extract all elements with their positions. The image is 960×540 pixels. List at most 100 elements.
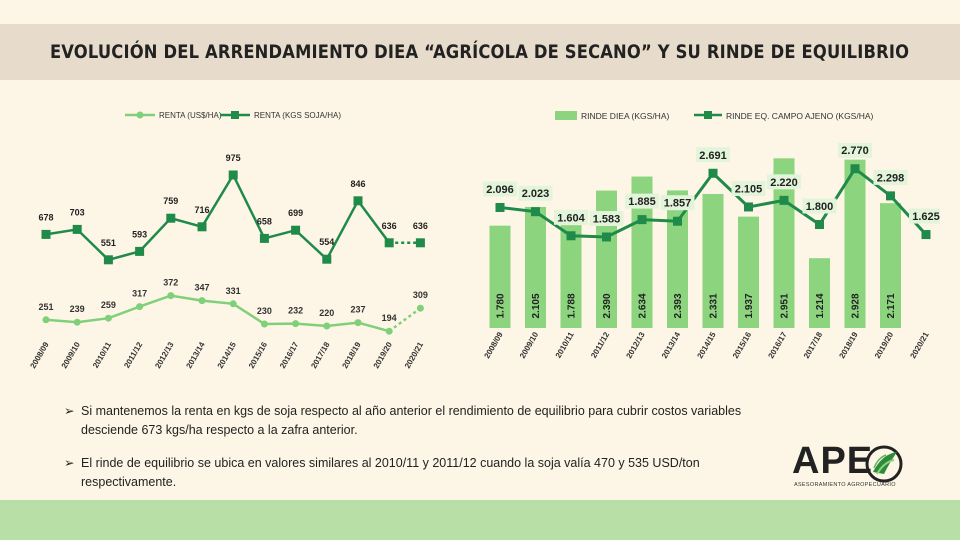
data-label: 251 xyxy=(38,302,53,312)
data-label: 2.096 xyxy=(486,184,514,196)
data-point xyxy=(353,196,363,206)
data-label: 636 xyxy=(382,221,397,231)
data-label: 1.885 xyxy=(628,196,656,208)
data-label-box xyxy=(838,142,872,158)
legend-label-rinde-eq: RINDE EQ. CAMPO AJENO (KGS/HA) xyxy=(726,111,874,121)
data-point xyxy=(415,238,425,248)
bar-value-label: 2.390 xyxy=(602,293,613,318)
rinde-combo-chart: RINDE DIEA (KGS/HA) RINDE EQ. CAMPO AJENO… xyxy=(482,111,940,360)
x-tick-label: 2019/20 xyxy=(372,340,395,370)
bar-value-label: 2.105 xyxy=(531,293,542,318)
arrow-bullet-icon: ➢ xyxy=(64,404,75,418)
bar xyxy=(489,225,511,328)
x-tick-label: 2018/19 xyxy=(340,340,363,370)
x-tick-label: 2020/21 xyxy=(908,330,931,360)
bar xyxy=(667,190,688,328)
logo-text: APE xyxy=(792,440,874,482)
bar xyxy=(809,258,830,328)
data-point xyxy=(708,168,718,178)
x-tick-label: 2012/13 xyxy=(153,340,176,370)
data-label: 658 xyxy=(257,216,272,226)
data-label: 699 xyxy=(288,208,303,218)
legend-label-renta-usd: RENTA (US$/HA) xyxy=(159,111,222,120)
page-title: EVOLUCIÓN DEL ARRENDAMIENTO DIEA “AGRÍCO… xyxy=(50,41,910,63)
data-point xyxy=(135,246,145,256)
data-label: 2.105 xyxy=(735,183,763,195)
bar xyxy=(738,216,759,328)
data-point xyxy=(72,224,82,234)
data-label: 846 xyxy=(350,179,365,189)
bar xyxy=(880,203,901,328)
bullet-list: ➢ Si mantenemos la renta en kgs de soja … xyxy=(64,402,764,506)
data-label: 554 xyxy=(319,237,334,247)
data-point xyxy=(416,304,424,312)
data-point xyxy=(495,202,505,212)
data-point xyxy=(385,327,393,335)
data-label-box xyxy=(873,169,908,185)
x-tick-label: 2010/11 xyxy=(91,340,113,370)
x-tick-label: 2014/15 xyxy=(695,330,718,360)
data-label: 230 xyxy=(257,306,272,316)
x-tick-label: 2016/17 xyxy=(278,340,301,370)
data-point xyxy=(744,202,753,212)
x-tick-label: 2011/12 xyxy=(589,330,611,360)
x-tick-label: 2015/16 xyxy=(247,340,270,370)
data-label-box xyxy=(731,180,766,196)
data-point xyxy=(637,215,647,225)
data-point xyxy=(260,320,268,328)
bar-value-label: 1.788 xyxy=(567,293,578,318)
legend-marker-rinde-eq xyxy=(704,111,712,119)
data-label: 593 xyxy=(132,229,147,239)
logo-subtitle: ASESORAMIENTO AGROPECUARIO xyxy=(794,482,896,488)
data-label-box xyxy=(767,174,801,190)
bar-value-label: 2.928 xyxy=(851,293,862,318)
legend-label-rinde-diea: RINDE DIEA (KGS/HA) xyxy=(581,111,669,121)
data-label-box xyxy=(589,210,624,226)
renta-line-chart: RENTA (US$/HA) RENTA (KGS SOJA/HA) 251 239 2… xyxy=(28,111,428,370)
data-point xyxy=(73,318,81,326)
bullet-text: El rinde de equilibrio se ubica en valor… xyxy=(81,456,700,489)
data-label-box xyxy=(483,181,517,197)
legend-marker-renta-usd xyxy=(136,111,144,119)
data-point xyxy=(602,232,611,242)
data-label: 309 xyxy=(413,290,428,300)
data-label: 759 xyxy=(163,196,178,206)
data-label: 232 xyxy=(288,306,303,316)
data-label: 194 xyxy=(382,313,397,323)
x-tick-label: 2013/14 xyxy=(184,340,207,370)
bullet-item: ➢ El rinde de equilibrio se ubica en val… xyxy=(64,454,764,492)
data-label: 347 xyxy=(194,283,209,293)
data-point xyxy=(291,225,301,235)
data-label: 2.220 xyxy=(770,177,798,189)
x-tick-label: 2012/13 xyxy=(624,330,647,360)
x-tick-label: 2015/16 xyxy=(731,330,754,360)
bar-value-label: 2.951 xyxy=(780,293,791,318)
data-point xyxy=(815,220,824,229)
leaf-globe-icon xyxy=(865,445,903,483)
x-tick-label: 2009/10 xyxy=(518,330,541,360)
bar-value-label: 1.937 xyxy=(744,293,755,318)
x-tick-label: 2019/20 xyxy=(873,330,896,360)
bullet-item: ➢ Si mantenemos la renta en kgs de soja … xyxy=(64,402,764,440)
x-tick-label: 2009/10 xyxy=(60,340,83,370)
data-point xyxy=(197,222,207,232)
data-point xyxy=(198,297,206,305)
data-point xyxy=(228,170,238,180)
footer-band xyxy=(0,500,960,540)
data-point xyxy=(167,292,175,300)
data-point xyxy=(41,229,51,239)
data-label: 1.583 xyxy=(593,213,621,225)
data-point xyxy=(384,238,394,248)
series-line-projected xyxy=(388,307,422,333)
data-label: 259 xyxy=(101,300,116,310)
data-point xyxy=(779,195,789,205)
data-point xyxy=(103,255,113,265)
data-label: 2.770 xyxy=(841,145,869,157)
x-tick-label: 2008/09 xyxy=(482,330,505,360)
x-tick-label: 2008/09 xyxy=(28,340,51,370)
data-label: 1.800 xyxy=(806,201,834,213)
data-label: 1.604 xyxy=(557,212,585,224)
legend-label-renta-kgs: RENTA (KGS SOJA/HA) xyxy=(254,111,341,120)
data-label-box xyxy=(554,209,588,225)
data-label: 372 xyxy=(163,278,178,288)
